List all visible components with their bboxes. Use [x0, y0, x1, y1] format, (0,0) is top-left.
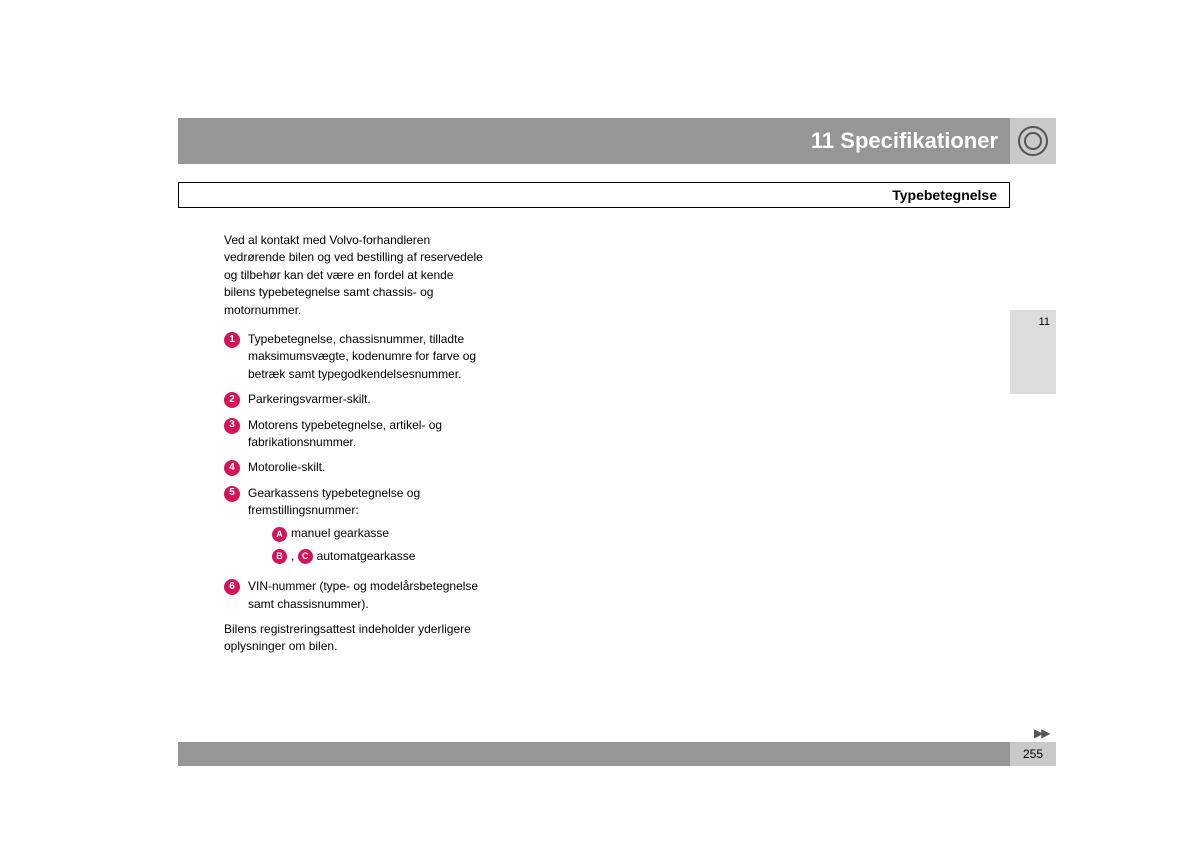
bullet-3: 3 [224, 418, 240, 434]
bullet-1: 1 [224, 332, 240, 348]
item-text: Parkeringsvarmer-skilt. [248, 391, 484, 408]
section-tab: 11 [1010, 310, 1056, 394]
sub-bullet-b: B [272, 549, 287, 564]
item-text: VIN-nummer (type- og modelårsbetegnelse … [248, 578, 484, 613]
bullet-4: 4 [224, 460, 240, 476]
item-text: Gearkassens typebetegnelse og fremstilli… [248, 485, 484, 571]
header-row: 11 Specifikationer [178, 118, 1056, 164]
manual-page: 11 Specifikationer Typebetegnelse Ved al… [178, 118, 1056, 656]
list-item: 2 Parkeringsvarmer-skilt. [224, 391, 484, 408]
sub-items: A manuel gearkasse B, C automatgearkasse [272, 525, 484, 565]
page-number: 255 [1010, 742, 1056, 766]
intro-paragraph: Ved al kontakt med Volvo-forhandleren ve… [224, 232, 484, 319]
chapter-title: 11 Specifikationer [811, 128, 998, 154]
subheader-row: Typebetegnelse [178, 182, 1056, 208]
sub-item-text: automatgearkasse [317, 548, 416, 565]
list-item: 3 Motorens typebetegnelse, artikel- og f… [224, 417, 484, 452]
section-title: Typebetegnelse [178, 182, 1010, 208]
footer-row: 255 [178, 742, 1056, 766]
sub-item-text: manuel gearkasse [291, 525, 389, 542]
chapter-header: 11 Specifikationer [178, 118, 1010, 164]
footer-bar [178, 742, 1010, 766]
list-item: 6 VIN-nummer (type- og modelårsbetegnels… [224, 578, 484, 613]
subheader-spacer [1010, 182, 1056, 208]
sub-item: B, C automatgearkasse [272, 548, 484, 565]
gear-icon [1018, 126, 1048, 156]
content-column: Ved al kontakt med Volvo-forhandleren ve… [224, 232, 484, 656]
continue-icon: ▶▶ [1034, 726, 1048, 740]
list-item: 1 Typebetegnelse, chassisnummer, tilladt… [224, 331, 484, 383]
chapter-icon-box [1010, 118, 1056, 164]
sub-bullet-a: A [272, 527, 287, 542]
list-item: 4 Motorolie-skilt. [224, 459, 484, 476]
item-text: Motorolie-skilt. [248, 459, 484, 476]
list-item: 5 Gearkassens typebetegnelse og fremstil… [224, 485, 484, 571]
sub-bullet-c: C [298, 549, 313, 564]
bullet-6: 6 [224, 579, 240, 595]
item-text: Typebetegnelse, chassisnummer, tilladte … [248, 331, 484, 383]
item-text: Motorens typebetegnelse, artikel- og fab… [248, 417, 484, 452]
bullet-2: 2 [224, 392, 240, 408]
bullet-5: 5 [224, 486, 240, 502]
sub-item: A manuel gearkasse [272, 525, 484, 542]
outro-paragraph: Bilens registreringsattest indeholder yd… [224, 621, 484, 656]
